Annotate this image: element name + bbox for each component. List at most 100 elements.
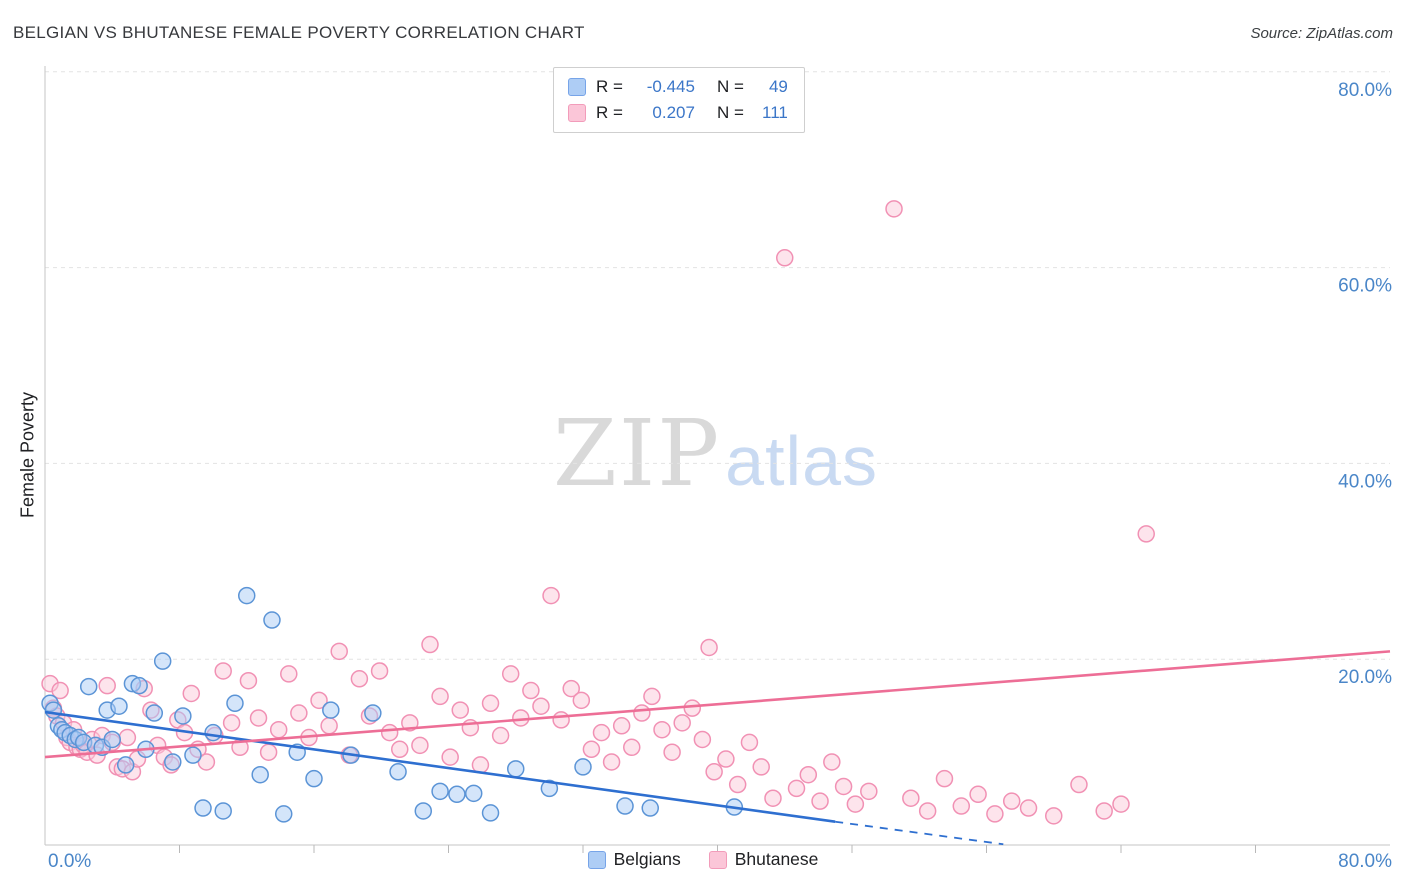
scatter-point-bhutanese[interactable] <box>860 782 878 801</box>
scatter-point-bhutanese[interactable] <box>799 765 818 784</box>
scatter-point-belgians[interactable] <box>464 784 483 803</box>
scatter-point-belgians[interactable] <box>79 677 98 696</box>
scatter-point-bhutanese[interactable] <box>728 775 747 794</box>
scatter-point-belgians[interactable] <box>204 723 222 742</box>
scatter-point-bhutanese[interactable] <box>1095 802 1113 820</box>
scatter-point-bhutanese[interactable] <box>118 728 137 747</box>
scatter-point-bhutanese[interactable] <box>512 709 530 727</box>
scatter-point-bhutanese[interactable] <box>623 738 641 757</box>
scatter-point-belgians[interactable] <box>130 676 148 695</box>
scatter-point-belgians[interactable] <box>616 797 634 815</box>
scatter-point-bhutanese[interactable] <box>643 687 661 706</box>
scatter-point-bhutanese[interactable] <box>421 635 439 654</box>
scatter-point-belgians[interactable] <box>364 704 382 722</box>
scatter-point-bhutanese[interactable] <box>182 684 201 703</box>
scatter-point-bhutanese[interactable] <box>239 671 258 690</box>
scatter-point-bhutanese[interactable] <box>249 709 268 727</box>
scatter-point-bhutanese[interactable] <box>673 714 691 732</box>
scatter-point-belgians[interactable] <box>238 586 256 605</box>
scatter-point-bhutanese[interactable] <box>269 720 288 739</box>
scatter-point-bhutanese[interactable] <box>752 758 770 776</box>
scatter-point-bhutanese[interactable] <box>592 723 611 742</box>
scatter-point-bhutanese[interactable] <box>683 699 702 717</box>
scatter-point-bhutanese[interactable] <box>290 704 308 722</box>
scatter-point-bhutanese[interactable] <box>501 665 520 683</box>
scatter-point-belgians[interactable] <box>174 707 192 725</box>
scatter-point-belgians[interactable] <box>116 756 135 774</box>
scatter-point-belgians[interactable] <box>431 782 449 801</box>
scatter-point-belgians[interactable] <box>153 652 172 670</box>
scatter-point-bhutanese[interactable] <box>411 736 429 755</box>
scatter-point-belgians[interactable] <box>448 785 466 804</box>
scatter-point-bhutanese[interactable] <box>740 733 759 752</box>
scatter-point-belgians[interactable] <box>507 760 525 778</box>
scatter-point-bhutanese[interactable] <box>350 670 369 688</box>
scatter-point-belgians[interactable] <box>389 763 407 781</box>
scatter-point-bhutanese[interactable] <box>1002 792 1021 810</box>
scatter-point-bhutanese[interactable] <box>811 792 829 810</box>
scatter-point-bhutanese[interactable] <box>787 779 806 798</box>
scatter-point-bhutanese[interactable] <box>214 662 232 680</box>
scatter-point-bhutanese[interactable] <box>1137 525 1155 543</box>
scatter-point-bhutanese[interactable] <box>1070 775 1088 794</box>
scatter-point-bhutanese[interactable] <box>491 726 510 745</box>
scatter-point-belgians[interactable] <box>110 697 128 715</box>
scatter-point-bhutanese[interactable] <box>582 740 601 759</box>
scatter-point-bhutanese[interactable] <box>98 676 116 695</box>
scatter-point-bhutanese[interactable] <box>481 694 500 713</box>
scatter-point-bhutanese[interactable] <box>602 753 621 771</box>
scatter-point-belgians[interactable] <box>103 730 121 749</box>
scatter-point-belgians[interactable] <box>641 799 659 817</box>
scatter-point-belgians[interactable] <box>44 701 63 719</box>
scatter-point-bhutanese[interactable] <box>1019 799 1038 817</box>
scatter-point-bhutanese[interactable] <box>222 714 241 732</box>
scatter-point-bhutanese[interactable] <box>522 681 540 700</box>
scatter-point-bhutanese[interactable] <box>885 200 903 218</box>
scatter-point-belgians[interactable] <box>214 802 232 820</box>
scatter-point-bhutanese[interactable] <box>969 785 987 804</box>
scatter-point-belgians[interactable] <box>481 804 500 822</box>
scatter-point-belgians[interactable] <box>574 758 592 776</box>
scatter-point-bhutanese[interactable] <box>1045 807 1063 825</box>
scatter-point-bhutanese[interactable] <box>532 697 550 715</box>
scatter-point-belgians[interactable] <box>274 805 293 823</box>
scatter-point-bhutanese[interactable] <box>663 743 681 761</box>
scatter-point-belgians[interactable] <box>263 611 281 629</box>
scatter-point-bhutanese[interactable] <box>653 720 671 739</box>
scatter-point-belgians[interactable] <box>145 704 164 722</box>
scatter-point-bhutanese[interactable] <box>952 797 971 815</box>
scatter-point-bhutanese[interactable] <box>259 743 278 761</box>
scatter-point-bhutanese[interactable] <box>705 763 723 781</box>
scatter-point-bhutanese[interactable] <box>693 730 712 749</box>
scatter-point-belgians[interactable] <box>305 769 323 788</box>
scatter-point-belgians[interactable] <box>226 694 244 713</box>
scatter-point-bhutanese[interactable] <box>846 795 865 813</box>
scatter-point-belgians[interactable] <box>251 765 269 784</box>
scatter-point-bhutanese[interactable] <box>823 753 841 771</box>
scatter-point-bhutanese[interactable] <box>902 789 920 807</box>
scatter-point-bhutanese[interactable] <box>918 802 937 820</box>
scatter-point-belgians[interactable] <box>184 746 202 764</box>
scatter-point-bhutanese[interactable] <box>310 691 328 710</box>
scatter-point-bhutanese[interactable] <box>764 789 782 807</box>
scatter-point-bhutanese[interactable] <box>51 681 69 700</box>
scatter-point-bhutanese[interactable] <box>390 740 409 759</box>
scatter-point-bhutanese[interactable] <box>552 711 570 729</box>
scatter-point-bhutanese[interactable] <box>431 687 449 706</box>
scatter-point-bhutanese[interactable] <box>1112 795 1130 813</box>
scatter-point-bhutanese[interactable] <box>441 748 459 766</box>
scatter-point-bhutanese[interactable] <box>562 679 580 698</box>
scatter-point-belgians[interactable] <box>164 753 182 771</box>
scatter-point-belgians[interactable] <box>322 701 340 719</box>
scatter-point-bhutanese[interactable] <box>380 723 399 742</box>
scatter-point-bhutanese[interactable] <box>612 717 631 735</box>
scatter-point-bhutanese[interactable] <box>280 665 298 683</box>
scatter-point-bhutanese[interactable] <box>776 249 794 267</box>
scatter-point-belgians[interactable] <box>540 779 559 798</box>
scatter-point-bhutanese[interactable] <box>320 717 338 735</box>
scatter-point-bhutanese[interactable] <box>572 691 591 710</box>
scatter-point-bhutanese[interactable] <box>834 777 853 796</box>
scatter-point-bhutanese[interactable] <box>197 753 216 771</box>
scatter-point-bhutanese[interactable] <box>935 769 954 788</box>
scatter-point-bhutanese[interactable] <box>451 701 470 719</box>
